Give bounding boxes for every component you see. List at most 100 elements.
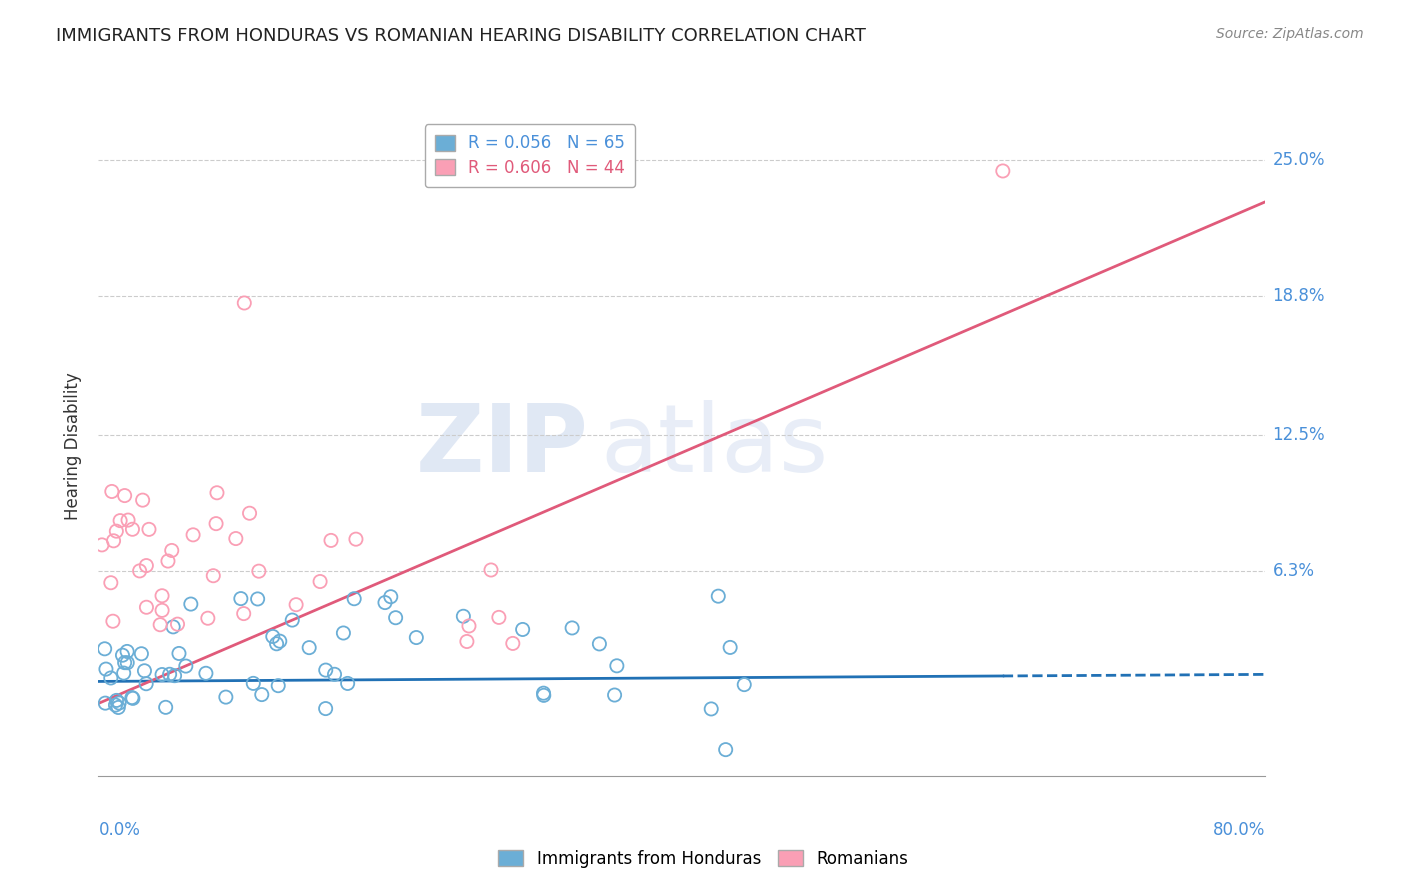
Point — [160, 543, 183, 558]
Text: IMMIGRANTS FROM HONDURAS VS ROMANIAN HEARING DISABILITY CORRELATION CHART: IMMIGRANTS FROM HONDURAS VS ROMANIAN HEA… — [56, 27, 866, 45]
Legend: R = 0.056   N = 65, R = 0.606   N = 44: R = 0.056 N = 65, R = 0.606 N = 44 — [425, 124, 636, 187]
Point — [269, 634, 291, 648]
Text: 12.5%: 12.5% — [1272, 426, 1324, 444]
Text: 6.3%: 6.3% — [1272, 563, 1315, 581]
Point — [714, 742, 737, 756]
Point — [262, 630, 284, 644]
Point — [215, 690, 238, 705]
Point — [155, 700, 177, 714]
Text: atlas: atlas — [600, 400, 828, 492]
Point — [606, 658, 628, 673]
Point — [100, 575, 122, 590]
Point — [101, 484, 124, 499]
Point — [205, 516, 228, 531]
Point — [174, 659, 197, 673]
Point — [112, 666, 135, 681]
Text: 0.0%: 0.0% — [98, 821, 141, 838]
Point — [150, 603, 173, 617]
Point — [456, 634, 478, 648]
Point — [180, 597, 202, 611]
Point — [100, 671, 122, 685]
Point — [205, 485, 228, 500]
Point — [105, 524, 128, 538]
Point — [202, 568, 225, 582]
Point — [267, 679, 290, 693]
Point — [512, 623, 534, 637]
Y-axis label: Hearing Disability: Hearing Disability — [65, 372, 83, 520]
Point — [149, 617, 172, 632]
Point — [138, 522, 160, 536]
Point — [166, 617, 188, 632]
Point — [104, 698, 127, 712]
Point — [90, 538, 112, 552]
Point — [225, 532, 247, 546]
Point — [309, 574, 332, 589]
Point — [131, 493, 153, 508]
Point — [700, 702, 723, 716]
Point — [94, 662, 117, 676]
Point — [502, 636, 524, 650]
Point — [533, 686, 555, 700]
Point — [603, 688, 626, 702]
Point — [488, 610, 510, 624]
Point — [374, 596, 396, 610]
Point — [266, 637, 288, 651]
Point — [588, 637, 610, 651]
Point — [111, 648, 134, 663]
Point — [238, 506, 260, 520]
Point — [122, 691, 145, 706]
Text: 80.0%: 80.0% — [1213, 821, 1265, 838]
Point — [181, 528, 204, 542]
Point — [128, 564, 150, 578]
Point — [380, 590, 402, 604]
Point — [107, 700, 129, 714]
Point — [121, 522, 143, 536]
Point — [315, 701, 337, 715]
Point — [733, 678, 755, 692]
Point — [343, 591, 366, 606]
Point — [991, 164, 1014, 178]
Point — [108, 514, 131, 528]
Point — [134, 664, 156, 678]
Point — [162, 620, 184, 634]
Point — [135, 676, 157, 690]
Point — [458, 619, 481, 633]
Point — [285, 598, 308, 612]
Legend: Immigrants from Honduras, Romanians: Immigrants from Honduras, Romanians — [492, 844, 914, 875]
Point — [93, 641, 115, 656]
Point — [156, 554, 179, 568]
Point — [718, 640, 741, 655]
Point — [101, 614, 124, 628]
Point — [332, 626, 354, 640]
Point — [247, 564, 270, 578]
Text: 25.0%: 25.0% — [1272, 151, 1324, 169]
Point — [131, 647, 153, 661]
Point — [167, 647, 190, 661]
Point — [159, 667, 181, 681]
Point — [344, 532, 367, 546]
Text: ZIP: ZIP — [416, 400, 589, 492]
Point — [194, 666, 217, 681]
Point — [94, 696, 117, 710]
Point — [197, 611, 219, 625]
Point — [233, 296, 256, 310]
Point — [114, 656, 136, 670]
Point — [707, 589, 730, 603]
Point — [117, 513, 139, 527]
Point — [298, 640, 321, 655]
Point — [163, 668, 186, 682]
Point — [108, 696, 131, 710]
Point — [232, 607, 254, 621]
Point — [533, 689, 555, 703]
Text: 18.8%: 18.8% — [1272, 287, 1324, 305]
Point — [561, 621, 583, 635]
Point — [405, 631, 427, 645]
Point — [115, 644, 138, 658]
Point — [336, 676, 359, 690]
Point — [250, 688, 273, 702]
Point — [453, 609, 475, 624]
Point — [229, 591, 252, 606]
Point — [105, 693, 128, 707]
Point — [323, 667, 346, 681]
Point — [384, 610, 406, 624]
